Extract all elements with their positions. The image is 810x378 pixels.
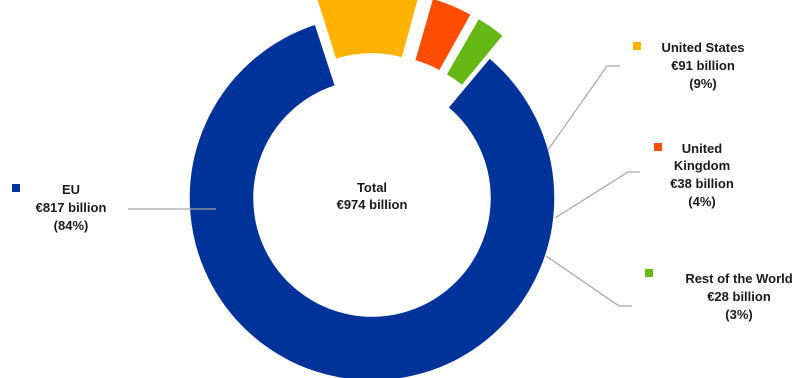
- label-us-pct: (9%): [689, 76, 716, 91]
- label-eu-name: EU: [62, 182, 80, 197]
- label-us-name: United States: [661, 40, 744, 55]
- leader-line-row: [545, 255, 632, 307]
- slice-eu: [188, 23, 556, 378]
- label-uk-name-2: Kingdom: [674, 158, 730, 173]
- leader-line-us: [547, 65, 620, 151]
- label-us-value: €91 billion: [671, 58, 735, 73]
- label-row-value: €28 billion: [707, 289, 771, 304]
- slice-united-kingdom: [413, 0, 473, 73]
- slice-united-states: [316, 0, 419, 61]
- label-uk-name-1: United: [682, 141, 723, 156]
- chart-slices: [188, 0, 556, 378]
- legend-marker-us: [633, 42, 641, 50]
- legend-marker-row: [645, 269, 653, 277]
- label-uk-pct: (4%): [688, 194, 715, 209]
- label-uk-value: €38 billion: [670, 176, 734, 191]
- center-label-title: Total: [357, 180, 387, 195]
- leader-lines: [128, 65, 640, 307]
- leader-line-uk: [554, 171, 640, 219]
- label-eu-pct: (84%): [54, 218, 89, 233]
- label-row-name: Rest of the World: [685, 271, 792, 286]
- slice-rest-of-world: [444, 17, 505, 87]
- label-row-pct: (3%): [725, 307, 752, 322]
- legend-marker-eu: [12, 184, 20, 192]
- center-label-value: €974 billion: [337, 197, 408, 212]
- legend-marker-uk: [654, 143, 662, 151]
- label-eu-value: €817 billion: [36, 200, 107, 215]
